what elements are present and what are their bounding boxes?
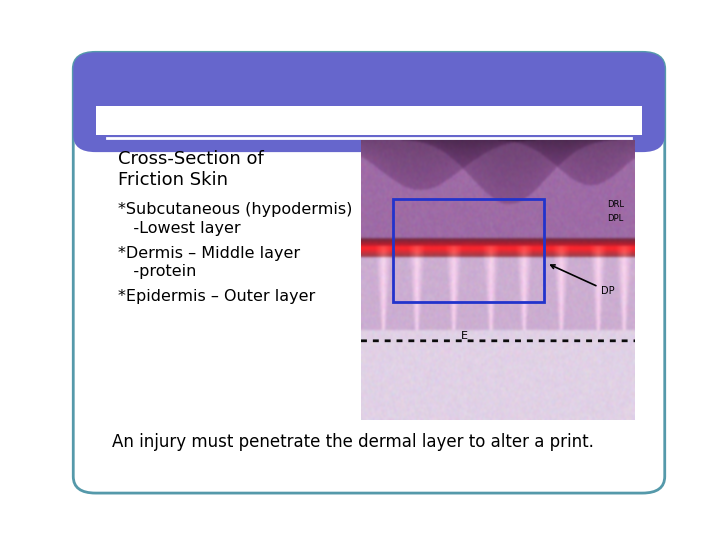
Text: -Lowest layer: -Lowest layer (118, 221, 240, 236)
Text: -protein: -protein (118, 265, 197, 279)
Text: An injury must penetrate the dermal layer to alter a print.: An injury must penetrate the dermal laye… (112, 433, 594, 451)
Text: Friction Skin: Friction Skin (118, 171, 228, 189)
Bar (96, 106, 642, 136)
FancyBboxPatch shape (73, 52, 665, 152)
Text: *Subcutaneous (hypodermis): *Subcutaneous (hypodermis) (118, 202, 352, 217)
Text: Cross-Section of: Cross-Section of (118, 150, 264, 168)
Text: *Epidermis – Outer layer: *Epidermis – Outer layer (118, 289, 315, 305)
FancyBboxPatch shape (73, 52, 665, 493)
Text: *Dermis – Middle layer: *Dermis – Middle layer (118, 246, 300, 261)
